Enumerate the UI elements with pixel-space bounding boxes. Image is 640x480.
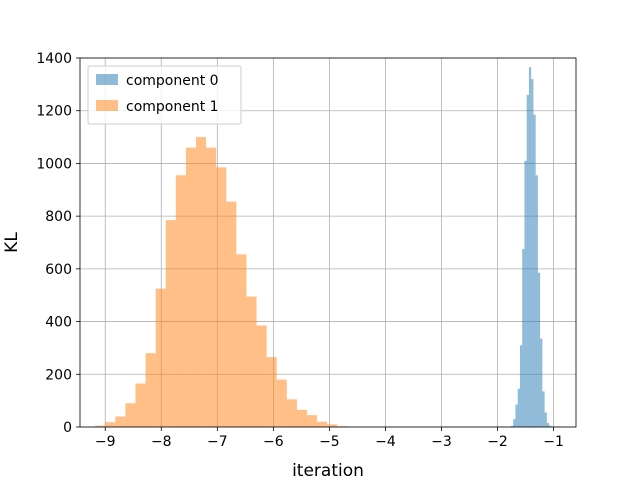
y-tick-label: 0 xyxy=(63,420,72,436)
histogram-bar-component-1 xyxy=(226,201,237,427)
histogram-bar-component-0 xyxy=(535,175,538,427)
legend-label-component-0: component 0 xyxy=(126,73,219,89)
x-axis-label: iteration xyxy=(292,461,364,480)
histogram-bar-component-1 xyxy=(185,147,197,427)
histogram-bar-component-1 xyxy=(145,353,156,427)
x-tick-label: −7 xyxy=(207,434,228,450)
histogram-bar-component-1 xyxy=(246,296,257,427)
histogram-bar-component-0 xyxy=(531,79,534,427)
histogram-bar-component-1 xyxy=(135,383,146,427)
histogram-bar-component-1 xyxy=(95,425,106,427)
histogram-bar-component-1 xyxy=(196,137,207,428)
histogram-bar-component-1 xyxy=(327,424,338,427)
y-tick-label: 1000 xyxy=(36,156,72,172)
x-tick-label: −2 xyxy=(487,434,508,450)
histogram-bar-component-0 xyxy=(524,160,527,428)
histogram-bar-component-0 xyxy=(519,345,523,427)
x-tick-label: −1 xyxy=(543,434,564,450)
histogram-bar-component-0 xyxy=(517,388,520,427)
histogram-bars xyxy=(95,67,552,428)
legend: component 0 component 1 xyxy=(87,65,242,125)
x-tick-label: −3 xyxy=(431,434,452,450)
histogram-bar-component-0 xyxy=(540,338,543,427)
y-tick-label: 400 xyxy=(45,315,72,331)
histogram-bar-component-0 xyxy=(542,391,545,427)
histogram-bar-component-1 xyxy=(296,409,307,427)
histogram-bar-component-1 xyxy=(266,357,277,427)
histogram-bar-component-1 xyxy=(125,403,136,427)
x-tick-label: −9 xyxy=(95,434,116,450)
histogram-bar-component-0 xyxy=(522,249,525,427)
x-tick-label: −8 xyxy=(151,434,172,450)
histogram-bar-component-0 xyxy=(549,425,552,427)
y-tick-label: 600 xyxy=(45,262,72,278)
histogram-bar-component-0 xyxy=(515,404,518,427)
y-tick-label: 800 xyxy=(45,209,72,225)
histogram-bar-component-1 xyxy=(306,415,318,427)
histogram-bar-component-0 xyxy=(537,272,541,427)
histogram-bar-component-1 xyxy=(276,379,287,427)
histogram-bar-component-1 xyxy=(256,325,267,427)
x-tick-label: −4 xyxy=(375,434,396,450)
histogram-bar-component-0 xyxy=(544,412,547,427)
histogram-bar-component-0 xyxy=(546,423,550,427)
histogram-bar-component-1 xyxy=(286,399,297,427)
histogram-bar-component-1 xyxy=(175,175,186,427)
axis-ticks: −9 −8 −7 −6 −5 −4 −3 −2 −1 0 200 400 600 800 1000 1200 1… xyxy=(36,51,564,450)
histogram-bar-component-0 xyxy=(526,94,529,428)
histogram-bar-component-1 xyxy=(115,416,126,427)
histogram-bar-component-0 xyxy=(510,425,514,427)
plot-area-frame xyxy=(79,57,577,428)
legend-box xyxy=(87,65,242,125)
histogram-bar-component-1 xyxy=(206,147,217,427)
legend-label-component-1: component 1 xyxy=(126,99,219,115)
histogram-bar-component-1 xyxy=(236,254,247,427)
histogram-bar-component-1 xyxy=(317,421,328,427)
x-tick-label: −6 xyxy=(263,434,284,450)
y-tick-label: 200 xyxy=(45,367,72,383)
y-tick-label: 1400 xyxy=(36,51,72,67)
y-axis-label: KL xyxy=(2,232,22,253)
histogram-bar-component-1 xyxy=(155,288,166,427)
y-tick-label: 1200 xyxy=(36,104,72,120)
x-tick-label: −5 xyxy=(319,434,340,450)
histogram-bar-component-1 xyxy=(216,167,227,427)
histogram-bar-component-1 xyxy=(105,422,116,427)
histogram-bar-component-0 xyxy=(513,419,516,427)
histogram-bar-component-1 xyxy=(165,220,176,427)
histogram-bar-component-0 xyxy=(528,67,532,427)
histogram-bar-component-0 xyxy=(533,114,536,428)
legend-swatch-component-0 xyxy=(96,74,118,85)
legend-swatch-component-1 xyxy=(96,100,118,111)
